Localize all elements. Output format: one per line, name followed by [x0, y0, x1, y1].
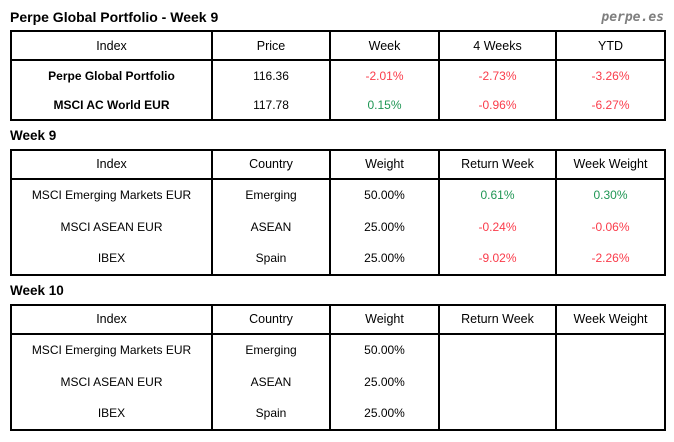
col-header-country: Country — [211, 304, 330, 335]
week10-table: Index Country Weight Return Week Week We… — [10, 303, 666, 431]
cell-country: Emerging — [211, 333, 330, 366]
table-row: MSCI Emerging Markets EUR Emerging 50.00… — [11, 178, 665, 211]
cell-weight: 25.00% — [329, 242, 439, 275]
col-header-weight: Weight — [329, 304, 439, 335]
cell-index-name: MSCI ASEAN EUR — [60, 374, 163, 389]
cell-return-week: 0.61% — [438, 178, 556, 211]
cell-return-week — [438, 397, 556, 430]
portfolio-summary-table: Index Price Week 4 Weeks YTD Perpe Globa… — [10, 30, 666, 121]
cell-country: Spain — [211, 397, 330, 430]
col-header-index: Index — [11, 304, 212, 335]
cell-return-week: -9.02% — [438, 242, 556, 275]
cell-index-name: IBEX — [97, 406, 126, 421]
col-header-week-weight: Week Weight — [555, 149, 665, 180]
summary-header-row: Index Price Week 4 Weeks YTD — [11, 31, 665, 61]
cell-4weeks-return: -0.96% — [438, 90, 556, 120]
cell-ytd-return: -6.27% — [555, 90, 665, 120]
cell-week-weight — [555, 365, 665, 398]
cell-week-weight: 0.30% — [555, 178, 665, 211]
week9-heading: Week 9 — [10, 128, 57, 143]
cell-week-return: 0.15% — [329, 90, 439, 120]
cell-weight: 50.00% — [329, 178, 439, 211]
col-header-index: Index — [11, 149, 212, 180]
cell-index-name: MSCI ASEAN EUR — [60, 219, 163, 234]
table-row: IBEX Spain 25.00% — [11, 397, 665, 430]
cell-weight: 25.00% — [329, 397, 439, 430]
report-header: Perpe Global Portfolio - Week 9 perpe.es — [10, 4, 664, 26]
col-header-index: Index — [11, 31, 212, 61]
table-row: IBEX Spain 25.00% -9.02% -2.26% — [11, 242, 665, 275]
col-header-week: Week — [329, 31, 439, 61]
cell-index-name: MSCI Emerging Markets EUR — [31, 188, 192, 203]
cell-week-weight — [555, 397, 665, 430]
cell-weight: 25.00% — [329, 365, 439, 398]
table-row: MSCI ASEAN EUR ASEAN 25.00% -0.24% -0.06… — [11, 210, 665, 243]
cell-country: ASEAN — [211, 365, 330, 398]
week9-header-row: Index Country Weight Return Week Week We… — [11, 149, 665, 180]
page-title: Perpe Global Portfolio - Week 9 — [10, 9, 219, 26]
cell-week-weight: -0.06% — [555, 210, 665, 243]
cell-price: 117.78 — [211, 90, 330, 120]
cell-index-name: MSCI AC World EUR — [53, 97, 170, 112]
cell-index-name: IBEX — [97, 251, 126, 266]
col-header-return-week: Return Week — [438, 149, 556, 180]
cell-return-week — [438, 333, 556, 366]
cell-weight: 25.00% — [329, 210, 439, 243]
col-header-4weeks: 4 Weeks — [438, 31, 556, 61]
cell-country: Emerging — [211, 178, 330, 211]
cell-return-week — [438, 365, 556, 398]
table-row: Perpe Global Portfolio 116.36 -2.01% -2.… — [11, 60, 665, 90]
cell-return-week: -0.24% — [438, 210, 556, 243]
col-header-week-weight: Week Weight — [555, 304, 665, 335]
cell-price: 116.36 — [211, 60, 330, 90]
cell-week-weight — [555, 333, 665, 366]
col-header-ytd: YTD — [555, 31, 665, 61]
week10-heading: Week 10 — [10, 282, 64, 298]
table-row: MSCI ASEAN EUR ASEAN 25.00% — [11, 365, 665, 398]
cell-weight: 50.00% — [329, 333, 439, 366]
col-header-return-week: Return Week — [438, 304, 556, 335]
cell-index-name: MSCI Emerging Markets EUR — [31, 343, 192, 358]
site-logo: perpe.es — [601, 10, 664, 26]
col-header-weight: Weight — [329, 149, 439, 180]
cell-country: Spain — [211, 242, 330, 275]
col-header-price: Price — [211, 31, 330, 61]
table-row: MSCI AC World EUR 117.78 0.15% -0.96% -6… — [11, 90, 665, 120]
week10-header-row: Index Country Weight Return Week Week We… — [11, 304, 665, 335]
cell-country: ASEAN — [211, 210, 330, 243]
table-row: MSCI Emerging Markets EUR Emerging 50.00… — [11, 333, 665, 366]
cell-index-name: Perpe Global Portfolio — [48, 68, 175, 83]
cell-week-weight: -2.26% — [555, 242, 665, 275]
col-header-country: Country — [211, 149, 330, 180]
cell-ytd-return: -3.26% — [555, 60, 665, 90]
cell-4weeks-return: -2.73% — [438, 60, 556, 90]
cell-week-return: -2.01% — [329, 60, 439, 90]
report-page: Perpe Global Portfolio - Week 9 perpe.es… — [10, 4, 666, 431]
week9-table: Index Country Weight Return Week Week We… — [10, 148, 666, 276]
